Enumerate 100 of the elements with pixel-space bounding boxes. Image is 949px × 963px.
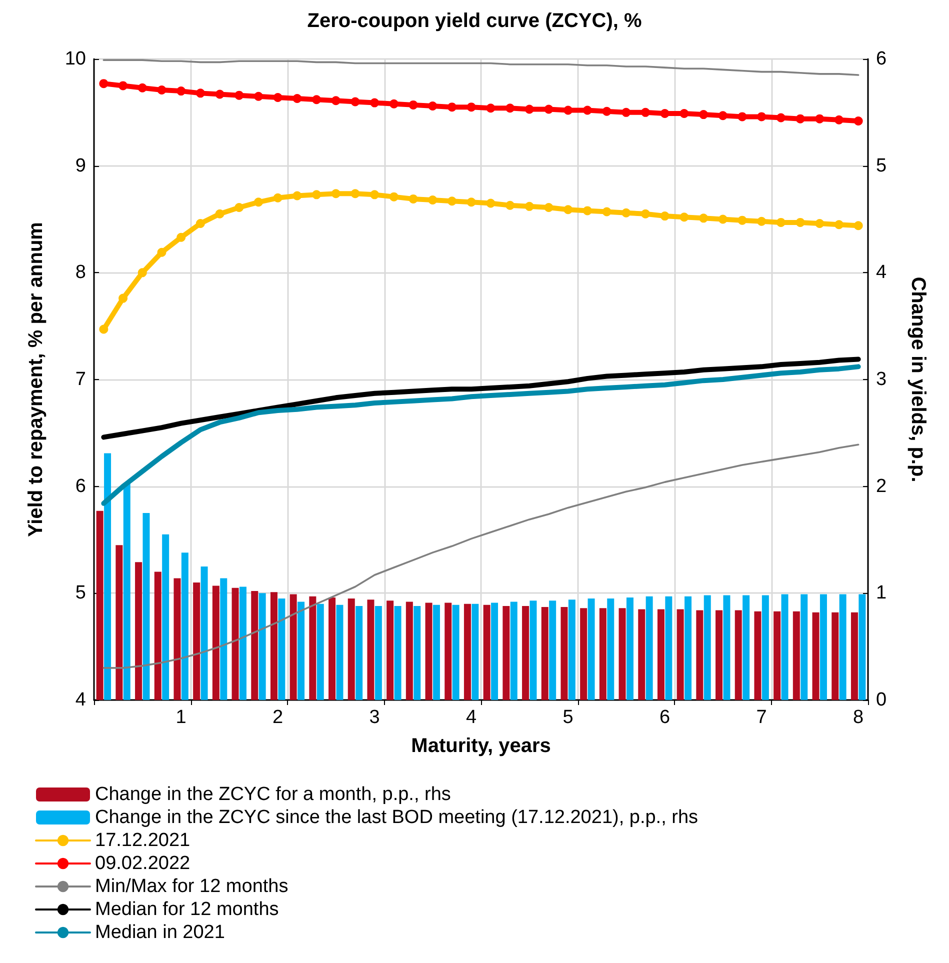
x-tick-label: 2 (272, 707, 284, 728)
bar (626, 597, 634, 700)
point (273, 193, 282, 202)
point (486, 104, 496, 113)
point (196, 88, 205, 98)
bar (568, 600, 576, 700)
point (718, 111, 728, 120)
y2-tick-label: 0 (876, 690, 887, 710)
point (389, 99, 398, 108)
point (370, 98, 380, 108)
point (776, 218, 786, 227)
bar (696, 610, 704, 700)
bar (638, 609, 646, 700)
bar (374, 606, 382, 700)
point (350, 97, 360, 106)
bar (309, 596, 316, 700)
bar (723, 595, 730, 700)
point (99, 79, 108, 88)
point (640, 209, 650, 218)
bar (684, 596, 692, 700)
bar (774, 611, 781, 700)
bar (432, 604, 440, 700)
bar (549, 600, 556, 700)
bar (483, 604, 490, 700)
point (99, 324, 108, 334)
bar (104, 453, 112, 700)
bar (762, 595, 769, 700)
bar (657, 609, 664, 700)
bar (142, 513, 150, 700)
y2-tick-label: 6 (876, 48, 887, 70)
point (234, 90, 244, 100)
point (796, 218, 805, 227)
bar (425, 602, 432, 700)
point (564, 205, 573, 214)
line-series (102, 59, 860, 76)
point (428, 102, 438, 111)
point (350, 189, 360, 198)
point (234, 203, 244, 212)
bar (472, 604, 479, 700)
x-tick-label: 1 (176, 707, 186, 728)
legend-label: Median for 12 months (95, 899, 279, 920)
legend-label: Change in the ZCYC since the last BOD meeting (17.12.2021), p.p., rhs (95, 807, 698, 828)
bar (239, 586, 246, 700)
point (834, 115, 844, 124)
point (486, 198, 496, 208)
legend-label: 17.12.2021 (95, 830, 190, 851)
bar (406, 602, 413, 700)
point (660, 212, 670, 221)
bar (676, 609, 684, 700)
point (176, 86, 186, 96)
point (680, 108, 689, 118)
point (796, 114, 805, 124)
point (331, 189, 340, 198)
bar (232, 588, 239, 700)
bar (792, 611, 800, 700)
point (854, 116, 863, 126)
y-tick-label: 5 (75, 582, 86, 604)
point (428, 196, 438, 205)
bar (704, 595, 711, 700)
bar (123, 483, 130, 700)
bar (464, 604, 471, 700)
bar (850, 612, 858, 700)
point (506, 200, 515, 210)
bar (386, 600, 394, 700)
point (757, 112, 766, 122)
point (312, 95, 322, 104)
bar (800, 594, 808, 700)
point (408, 100, 418, 110)
bar (541, 607, 548, 700)
y-tick-label: 7 (75, 369, 86, 390)
point (660, 108, 670, 118)
bar (781, 594, 788, 700)
bar (588, 598, 595, 700)
point (524, 202, 534, 211)
x-tick-label: 4 (466, 707, 478, 728)
point (138, 268, 147, 278)
point (118, 81, 128, 90)
point (254, 92, 263, 101)
bar (522, 606, 530, 700)
bar (646, 596, 653, 700)
bar (560, 607, 568, 700)
point (157, 85, 166, 94)
bar (328, 597, 336, 700)
bar (162, 534, 170, 700)
point (834, 220, 844, 230)
y-tick-label: 9 (75, 155, 86, 176)
point (447, 102, 456, 112)
bar (212, 586, 220, 700)
point (157, 248, 166, 257)
bar (832, 612, 839, 700)
bar (367, 600, 374, 700)
point (447, 196, 456, 206)
y-tick-label: 10 (64, 48, 86, 70)
point (544, 104, 554, 114)
x-tick-label: 8 (853, 707, 864, 728)
point (582, 206, 592, 216)
bar (193, 582, 200, 700)
bar (820, 594, 827, 700)
bar (96, 510, 104, 700)
point (582, 106, 592, 115)
